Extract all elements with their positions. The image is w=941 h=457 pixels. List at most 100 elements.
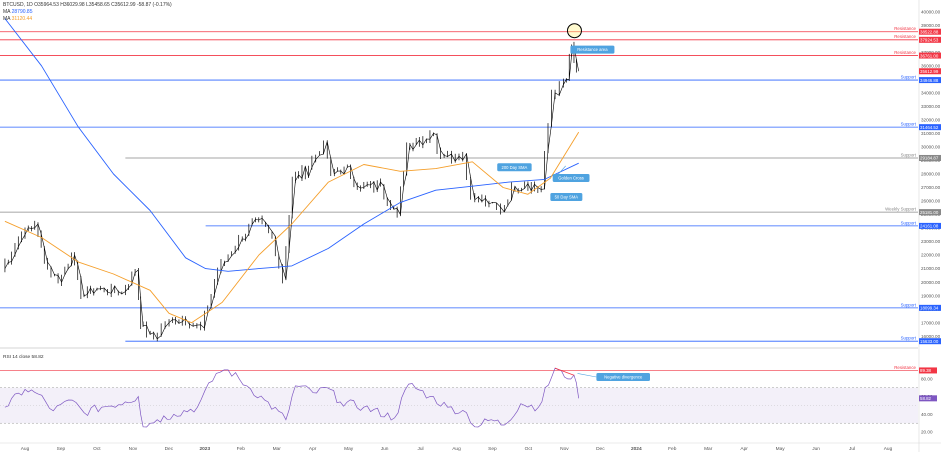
time-tick-label: Oct (525, 446, 533, 452)
time-tick-label: Aug (884, 446, 893, 452)
price-tick-label: 30000.00 (921, 145, 941, 150)
price-tick-label: 17000.00 (921, 320, 941, 325)
price-tick-label: 16000.00 (921, 334, 941, 339)
rsi-tick-label: 40.00 (921, 412, 933, 417)
annotation-0: Resistance area (570, 45, 615, 54)
rsi-level-tag-bg (919, 367, 937, 374)
level-price-tag-bg (919, 222, 941, 229)
price-tick-label: 32000.00 (921, 118, 941, 123)
level-price-tag-text: 36761.00 (920, 53, 939, 58)
time-tick-label: Sep (488, 446, 497, 452)
price-tick-label: 23000.00 (921, 239, 941, 244)
level-price-tag-bg (919, 77, 941, 84)
level-price-tag-text: 15633.00 (920, 339, 939, 344)
price-tick-label: 26000.00 (921, 199, 941, 204)
rsi-line (4, 367, 580, 428)
rsi-current-text: 58.82 (920, 396, 932, 401)
golden-cross-pointer (554, 165, 566, 179)
time-tick-label: Jun (381, 446, 389, 452)
current-price-bg (919, 68, 941, 75)
annotation-text: Resistance area (577, 47, 608, 52)
level-price-tag-bg (919, 338, 941, 345)
time-tick-label: Feb (237, 446, 246, 452)
level-price-tag-bg (919, 124, 941, 131)
level-label: Resistance (894, 26, 916, 31)
price-series-line (4, 45, 579, 340)
level-lines: Resistance 38522.88 Resistance 37924.53 Resi… (0, 26, 941, 345)
time-tick-label: 2024 (631, 446, 642, 452)
ma-200-legend: MA 28790.85 (3, 9, 32, 15)
time-tick-label: Nov (560, 446, 569, 452)
rsi-tick-label: 80.00 (921, 376, 933, 381)
level-price-tag-bg (919, 52, 941, 59)
rsi-annotation-0: Negative divergence (596, 373, 650, 381)
current-price-tag: 35612.99 (919, 68, 941, 75)
time-tick-label: Apr (309, 446, 317, 452)
price-tick-label: 31000.00 (921, 131, 941, 136)
time-tick-label: Jun (812, 446, 820, 452)
level-price-tag-text: 37924.53 (920, 38, 939, 43)
ma-50-label: MA (3, 16, 11, 22)
time-tick-label: Jul (849, 446, 855, 452)
level-price-tag-text: 18099.34 (920, 306, 939, 311)
annotation-bg (497, 163, 532, 172)
level-price-tag: 31464.52 (919, 124, 941, 131)
price-tick-label: 33000.00 (921, 104, 941, 109)
level-price-tag-text: 25181.00 (920, 210, 939, 215)
level-price-tag: 36761.00 (919, 52, 941, 59)
annotation-bg (550, 192, 583, 201)
level-label: Resistance (894, 34, 916, 39)
ma-200-line (4, 18, 579, 272)
annotation-text: Negative divergence (604, 375, 643, 380)
annotation-3: 50 Day SMA (550, 192, 583, 201)
rsi-pane: RSI 14 close 58.82Resistance89.3880.0060… (0, 354, 937, 435)
rsi-tick-label: 20.00 (921, 430, 933, 435)
level-price-tag: 37924.53 (919, 36, 941, 43)
level-price-tag-bg (919, 304, 941, 311)
level-price-tag-text: 34946.88 (920, 78, 939, 83)
time-tick-label: Sep (57, 446, 66, 452)
annotation-text: 50 Day SMA (555, 195, 579, 200)
price-tick-label: 22000.00 (921, 253, 941, 258)
annotation-text: Golden Cross (558, 176, 584, 181)
time-tick-label: May (344, 446, 354, 452)
price-tick-label: 34000.00 (921, 90, 941, 95)
level-price-tag-text: 29184.87 (920, 156, 939, 161)
price-tick-label: 19000.00 (921, 293, 941, 298)
level-price-tag: 38522.88 (919, 28, 941, 35)
time-tick-label: Jul (417, 446, 423, 452)
peak-highlight-circle (566, 23, 582, 39)
annotation-bg (570, 45, 615, 54)
level-price-tag: 15633.00 (919, 338, 941, 345)
ma-50-legend: MA 31120.44 (3, 16, 32, 22)
time-tick-label: Nov (129, 446, 138, 452)
price-axis: 40000.0039000.0038000.0037000.0036000.00… (921, 9, 941, 338)
time-tick-label: Feb (668, 446, 677, 452)
time-tick-label: Oct (93, 446, 101, 452)
rsi-divergence-line (554, 367, 575, 376)
time-tick-label: Mar (704, 446, 713, 452)
level-price-tag-bg (919, 28, 941, 35)
price-tick-label: 40000.00 (921, 9, 941, 14)
price-tick-label: 37000.00 (921, 50, 941, 55)
level-price-tag-bg (919, 154, 941, 161)
price-tick-label: 20000.00 (921, 280, 941, 285)
price-tick-label: 21000.00 (921, 266, 941, 271)
annotation-2: Golden Cross (552, 174, 590, 183)
level-label: Resistance (894, 50, 916, 55)
price-tick-label: 39000.00 (921, 23, 941, 28)
level-price-tag: 29184.87 (919, 154, 941, 161)
current-price-text: 35612.99 (920, 69, 939, 74)
symbol-header: BTCUSD, 1D O35964.53 H36029.98 L35458.65… (3, 2, 172, 8)
rsi-level-label: Resistance (894, 365, 916, 370)
level-label: Weekly Support (885, 207, 917, 212)
price-candles (4, 41, 579, 342)
ma-50-line (4, 131, 580, 324)
level-price-tag: 18099.34 (919, 304, 941, 311)
price-tick-label: 27000.00 (921, 185, 941, 190)
annotation-text: 200 Day SMA (502, 165, 528, 170)
time-tick-label: Aug (452, 446, 461, 452)
level-label: Support (901, 336, 917, 341)
